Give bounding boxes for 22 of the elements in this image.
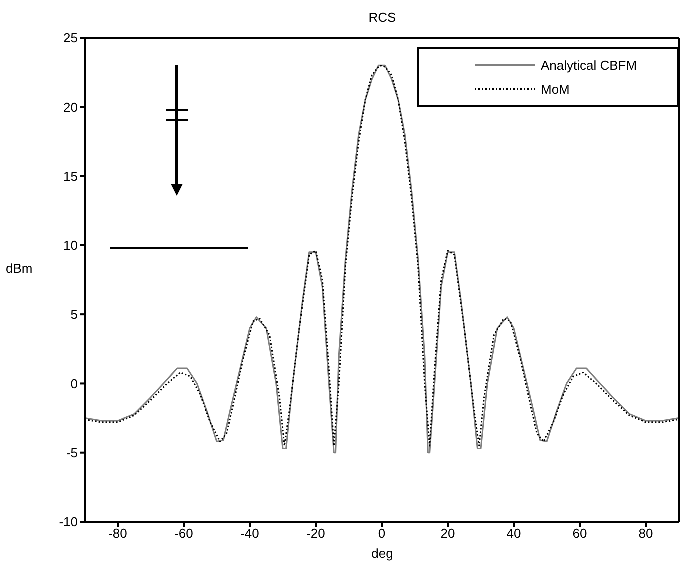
y-tick-label: -5 (66, 445, 78, 460)
x-tick-label: -20 (306, 526, 326, 542)
y-axis-title: dBm (6, 261, 33, 276)
x-axis-title: deg (370, 546, 394, 561)
y-tick-label: 20 (64, 100, 78, 115)
x-tick-label: 20 (440, 526, 456, 542)
legend-label: MoM (541, 82, 570, 96)
x-tick-label: 0 (378, 526, 386, 542)
y-tick-label: -10 (59, 514, 78, 530)
x-tick-label: 40 (506, 526, 522, 542)
y-tick-label: 15 (64, 168, 78, 184)
y-tick-label: 5 (70, 307, 78, 322)
x-tick-label: -40 (240, 526, 260, 542)
chart-title: RCS (368, 10, 398, 25)
x-tick-label: 80 (638, 526, 654, 542)
y-tick-label: 0 (70, 376, 78, 392)
y-tick-label: 10 (64, 238, 78, 254)
y-tick-label: 25 (64, 30, 78, 46)
x-tick-label: -60 (174, 526, 194, 542)
x-tick-label: 60 (572, 526, 588, 542)
legend-label: Analytical CBFM (541, 58, 638, 72)
x-tick-label: -80 (108, 526, 128, 542)
